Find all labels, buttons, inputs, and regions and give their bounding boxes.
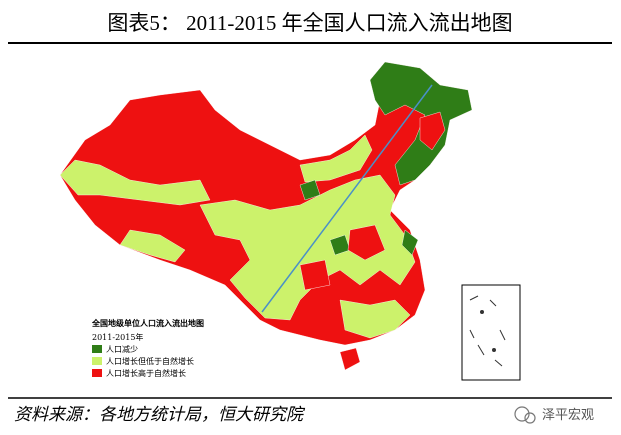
region (59, 159, 211, 206)
region (347, 224, 386, 261)
hu-line (261, 84, 433, 313)
region (369, 61, 473, 186)
region (119, 229, 186, 263)
legend-swatch (92, 357, 102, 365)
legend-label: 人口减少 (106, 344, 138, 354)
region (299, 259, 331, 291)
south-sea-inset (461, 284, 521, 381)
legend: 全国地级单位人口流入流出地图 2011-2015年 人口减少 人口增长但低于自然… (91, 318, 204, 378)
region (199, 174, 416, 321)
title: 图表5： 2011-2015 年全国人口流入流出地图 (107, 11, 512, 35)
legend-swatch (92, 345, 102, 353)
legend-label: 人口增长高于自然增长 (106, 368, 186, 378)
legend-subtitle: 2011-2015年 (92, 332, 143, 342)
region (401, 229, 419, 256)
region (339, 299, 411, 339)
region (299, 179, 321, 201)
legend-title: 全国地级单位人口流入流出地图 (91, 318, 204, 328)
map (59, 61, 473, 371)
legend-swatch (92, 369, 102, 377)
source: 资料来源：各地方统计局，恒大研究院 (14, 405, 306, 425)
region (339, 347, 361, 371)
watermark: 泽平宏观 (514, 406, 594, 424)
watermark-text: 泽平宏观 (542, 408, 594, 423)
region (419, 111, 446, 151)
legend-label: 人口增长但低于自然增长 (106, 356, 194, 366)
